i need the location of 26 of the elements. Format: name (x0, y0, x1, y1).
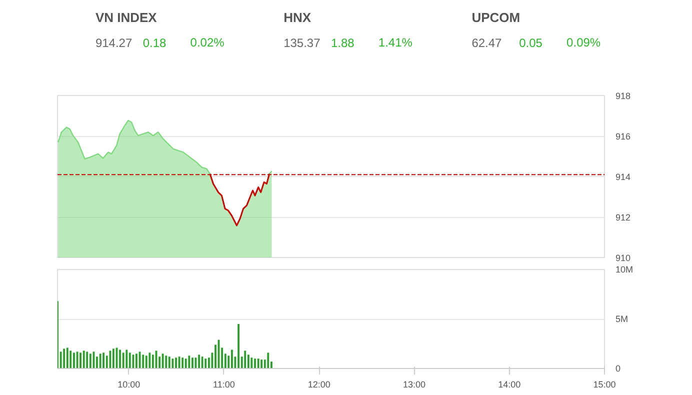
x-tick-label: 13:00 (402, 380, 426, 390)
text: HNX (284, 10, 312, 25)
y-tick-label: 918 (616, 91, 631, 101)
x-tick-label: 10:00 (118, 380, 140, 390)
x-tick-label: 11:00 (213, 380, 235, 390)
text: 0.02% (190, 36, 225, 50)
text: 0.18 (142, 36, 167, 50)
y-tick-label: 5M (616, 314, 628, 324)
text: 1.88 (331, 36, 355, 50)
y-tick-label: 914 (616, 172, 631, 182)
text: 135.37 (284, 36, 321, 50)
text: 0.09% (566, 36, 601, 50)
text: VN INDEX (95, 10, 158, 25)
text: UPCOM (472, 10, 520, 25)
y-tick-label: 912 (616, 212, 631, 222)
y-tick-label: 10M (616, 264, 634, 274)
x-tick-label: 15:00 (593, 380, 616, 390)
x-tick-label: 14:00 (498, 380, 521, 390)
y-tick-label: 910 (616, 253, 631, 263)
y-tick-label: 0 (616, 364, 621, 374)
text: 62.47 (472, 36, 502, 50)
x-tick-label: 12:00 (308, 380, 330, 390)
text: 1.41% (378, 36, 413, 50)
text: 914.27 (95, 36, 132, 50)
text: 0.05 (519, 36, 543, 50)
y-tick-label: 916 (616, 132, 631, 142)
